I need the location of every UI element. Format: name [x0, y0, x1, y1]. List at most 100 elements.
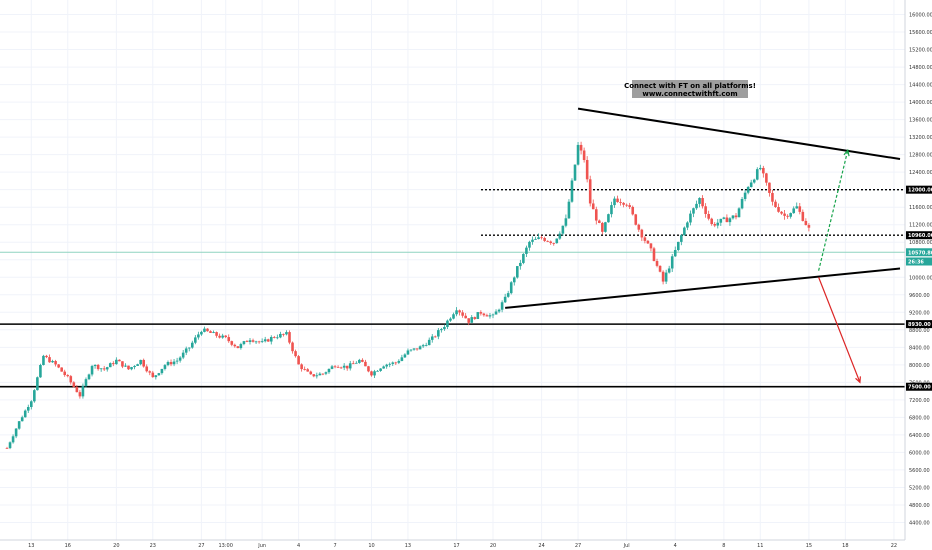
candle-body [75, 386, 79, 393]
candle-body [345, 365, 349, 369]
candle-body [227, 337, 231, 342]
price-tick-label: 13600.00 [909, 118, 932, 124]
candle-body [118, 359, 121, 362]
candle-body [698, 198, 701, 204]
candle-body [400, 357, 404, 361]
candle-body [197, 334, 200, 338]
price-tick-label: 12400.00 [909, 170, 932, 176]
candle-body [433, 336, 437, 338]
candle-body [704, 206, 707, 214]
candle-body [503, 296, 507, 303]
candle-body [570, 180, 574, 202]
price-tick-label: 14000.00 [909, 100, 932, 106]
candle-body [804, 220, 808, 226]
candle-body [579, 144, 583, 151]
candle-body [601, 222, 604, 232]
candle-body [303, 369, 306, 370]
candle-body [497, 309, 501, 312]
candle-body [807, 225, 811, 228]
candle-body [591, 203, 595, 210]
candle-body [224, 335, 227, 338]
price-tick-label: 6000.00 [909, 450, 930, 456]
candle-body [692, 208, 695, 214]
time-tick-label: 20 [490, 543, 496, 549]
candle-body [759, 167, 762, 170]
candle-body [11, 436, 15, 443]
candle-body [102, 368, 106, 370]
candle-body [99, 368, 103, 370]
candle-body [719, 218, 723, 223]
candle-body [14, 428, 18, 437]
candle-body [500, 302, 504, 310]
trendline-lower [505, 267, 901, 309]
candle-body [403, 354, 407, 358]
time-tick-label: 4 [297, 543, 300, 549]
candle-body [279, 333, 282, 338]
candle-body [288, 332, 291, 343]
time-tick-label: 15 [806, 543, 812, 549]
candle-body [567, 201, 571, 219]
candle-body [598, 220, 601, 223]
price-tick-label: 16000.00 [909, 13, 932, 19]
candle-body [17, 421, 21, 429]
candle-body [604, 222, 607, 232]
candle-body [260, 341, 264, 343]
candle-body [72, 382, 76, 387]
candle-body [512, 277, 516, 283]
candle-body [178, 357, 182, 361]
candle-body [300, 364, 303, 370]
candle-body [427, 339, 431, 346]
candle-body [90, 366, 94, 375]
candle-body [139, 359, 142, 365]
time-tick-label: 18 [842, 543, 848, 549]
candle-body [245, 341, 249, 342]
candle-body [336, 366, 340, 368]
candle-body [206, 328, 209, 332]
candle-body [412, 348, 416, 350]
candle-body [133, 365, 136, 368]
candle-body [181, 352, 185, 358]
candle-body [619, 202, 622, 203]
candle-body [768, 182, 771, 193]
candle-body [48, 357, 51, 363]
price-tick-label: 5200.00 [909, 485, 930, 491]
candle-body [564, 218, 568, 226]
candle-body [734, 215, 738, 218]
candle-body [373, 371, 376, 376]
candle-body [479, 312, 483, 314]
candle-body [312, 374, 316, 377]
price-tick-label: 9600.00 [909, 293, 930, 299]
candle-body [321, 373, 325, 375]
candle-body [136, 364, 139, 366]
candle-body [637, 224, 641, 230]
candle-body [391, 362, 395, 364]
candle-body [57, 364, 60, 368]
candle-body [528, 241, 531, 248]
time-tick-label: 20 [113, 543, 119, 549]
candle-body [327, 368, 331, 373]
trendline-upper [577, 107, 901, 161]
candle-body [664, 272, 668, 282]
time-tick-label: 27 [575, 543, 581, 549]
candle-body [594, 209, 598, 221]
candle-body [154, 375, 158, 378]
candle-body [190, 342, 194, 348]
candle-body [151, 372, 155, 378]
candle-body [382, 366, 385, 369]
candle-body [172, 361, 176, 365]
candle-body [573, 164, 577, 181]
price-tick-label: 6400.00 [909, 433, 930, 439]
candle-body [771, 192, 774, 202]
level-price-tag: 8930.00 [908, 322, 931, 328]
candle-body [491, 314, 495, 316]
candle-body [558, 233, 562, 239]
candle-body [45, 355, 48, 358]
candle-body [661, 271, 665, 282]
candle-body [339, 367, 343, 369]
candle-body [51, 361, 54, 363]
time-tick-label: 13 [28, 543, 34, 549]
candle-body [145, 366, 149, 372]
candle-body [737, 208, 741, 218]
